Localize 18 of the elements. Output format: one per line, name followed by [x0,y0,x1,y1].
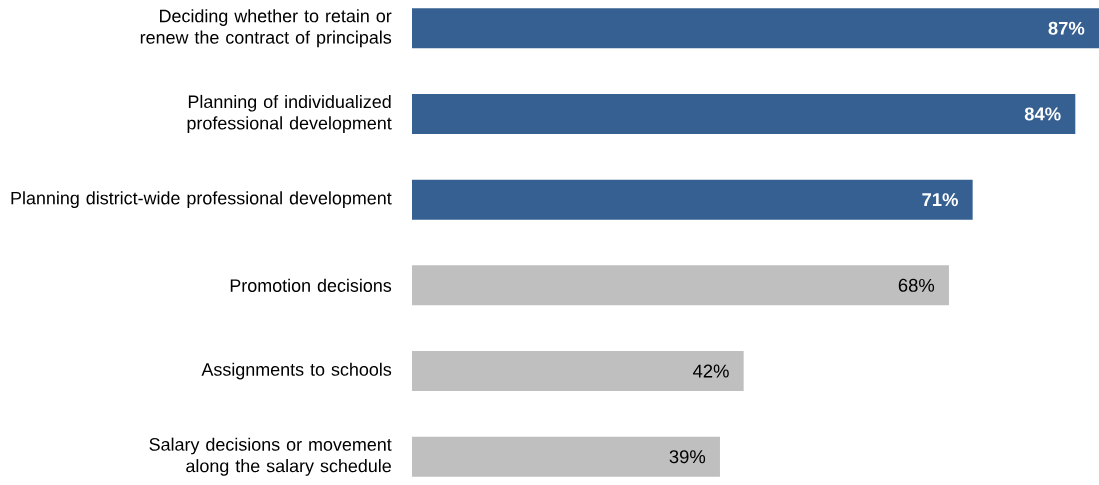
y-tick-label: Promotion decisions [230,278,392,292]
y-tick-label: Salary decisions or movement along the salary schedule [149,437,392,476]
bar [412,179,973,220]
bar [412,265,949,306]
y-tick-label: Deciding whether to retain or renew the contract of principals [140,9,392,48]
data-label: 71% [922,193,958,207]
bar [412,93,1076,134]
y-tick-label: Assignments to schools [201,362,392,380]
data-label: 68% [898,278,935,292]
y-tick-label: Planning district-wide professional development [11,191,392,208]
bar [412,351,744,392]
bar [412,436,720,477]
data-label: 87% [1048,21,1085,35]
bar [412,8,1099,49]
y-tick-label: Planning of individualized professional development [187,94,392,134]
data-label: 39% [669,450,706,464]
data-label: 42% [692,364,729,378]
data-label: 84% [1024,107,1061,121]
